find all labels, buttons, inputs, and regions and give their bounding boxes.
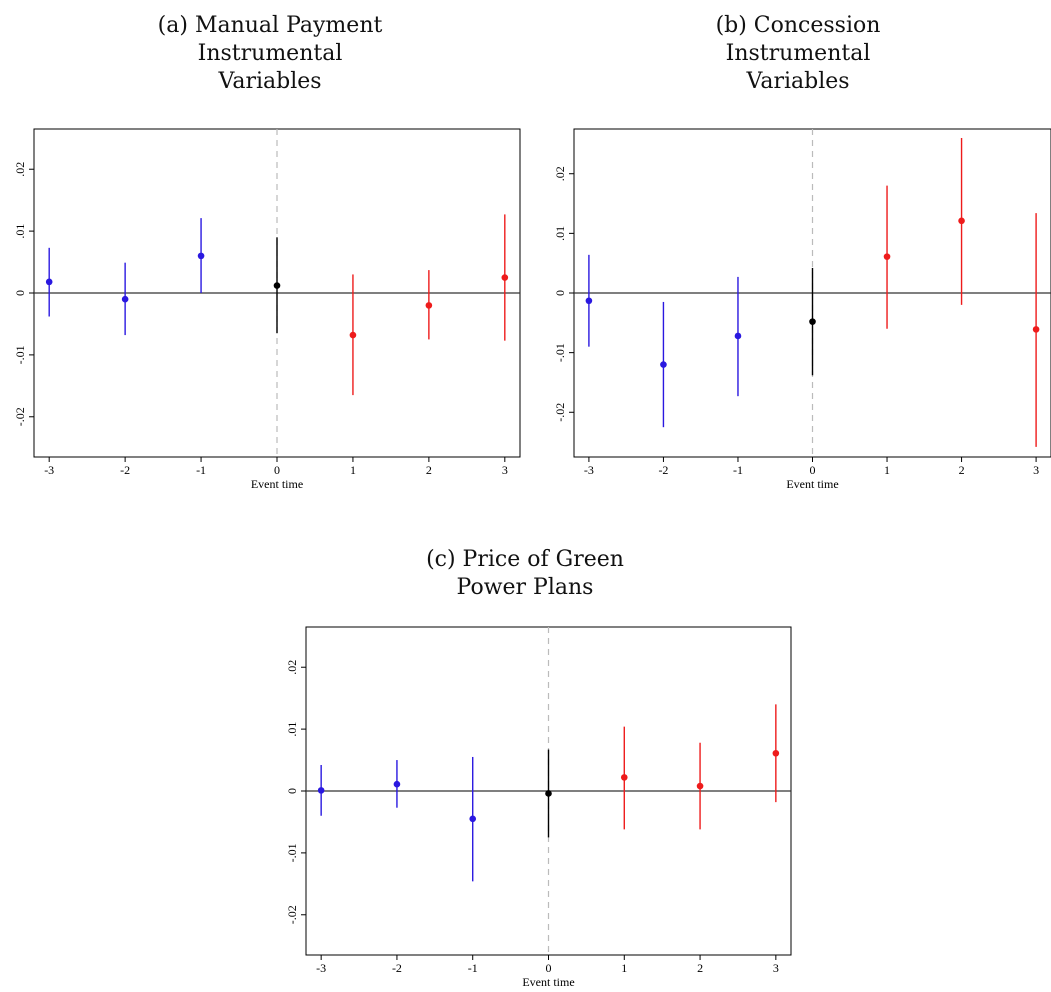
- panel-b-title-line: Instrumental: [725, 41, 871, 66]
- panel-a-title: (a) Manual Payment Instrumental Variable…: [90, 12, 450, 96]
- panel-b-title-line: Variables: [746, 69, 850, 94]
- point-estimate: [197, 252, 205, 260]
- point-estimate: [469, 815, 477, 823]
- x-tick-label: -3: [316, 961, 326, 975]
- x-axis-label: Event time: [251, 477, 303, 491]
- y-tick-label: -.02: [553, 403, 567, 422]
- y-tick-label: 0: [13, 290, 27, 296]
- x-tick-label: 1: [884, 463, 890, 477]
- y-tick-label: -.01: [553, 343, 567, 362]
- panel-a-title-line: (a) Manual Payment: [157, 13, 383, 38]
- point-estimate: [809, 318, 816, 325]
- panel-a-title-line: Variables: [218, 69, 322, 94]
- x-tick-label: 0: [546, 961, 552, 975]
- point-estimate: [772, 749, 780, 757]
- panel-c-title-line: (c) Price of Green: [426, 547, 624, 572]
- x-tick-label: -3: [44, 463, 54, 477]
- panel-c-title: (c) Price of Green Power Plans: [345, 546, 705, 602]
- point-estimate: [734, 332, 742, 340]
- point-estimate: [501, 274, 509, 281]
- point-estimate: [696, 782, 704, 790]
- y-tick-label: -.02: [13, 407, 27, 426]
- point-estimate: [660, 361, 667, 368]
- y-tick-label: 0: [553, 290, 567, 296]
- panel-b-title: (b) Concession Instrumental Variables: [618, 12, 978, 96]
- y-tick-label: .01: [285, 722, 299, 737]
- y-tick-label: .02: [285, 660, 299, 675]
- x-axis-label: Event time: [786, 477, 838, 491]
- x-tick-label: -2: [392, 961, 402, 975]
- x-tick-label: 2: [426, 463, 432, 477]
- y-tick-label: .01: [553, 226, 567, 241]
- x-tick-label: -2: [120, 463, 130, 477]
- y-tick-label: 0: [285, 788, 299, 794]
- x-tick-label: -2: [658, 463, 668, 477]
- x-tick-label: -3: [584, 463, 594, 477]
- point-estimate: [545, 790, 552, 797]
- x-tick-label: -1: [733, 463, 743, 477]
- x-tick-label: 2: [959, 463, 965, 477]
- point-estimate: [273, 282, 281, 289]
- point-estimate: [1032, 326, 1040, 333]
- x-tick-label: 1: [350, 463, 356, 477]
- point-estimate: [958, 217, 965, 225]
- y-tick-label: .01: [13, 224, 27, 239]
- point-estimate: [349, 331, 357, 339]
- y-tick-label: -.01: [285, 843, 299, 862]
- x-tick-label: 0: [810, 463, 816, 477]
- panel-a-title-line: Instrumental: [197, 41, 343, 66]
- y-tick-label: -.02: [285, 905, 299, 924]
- y-tick-label: .02: [13, 162, 27, 177]
- x-tick-label: -1: [196, 463, 206, 477]
- point-estimate: [45, 278, 53, 286]
- y-tick-label: .02: [553, 166, 567, 181]
- x-tick-label: 3: [1033, 463, 1039, 477]
- point-estimate: [883, 253, 891, 260]
- point-estimate: [121, 295, 129, 303]
- panel-b-title-line: (b) Concession: [715, 13, 881, 38]
- y-tick-label: -.01: [13, 345, 27, 364]
- x-tick-label: 2: [697, 961, 703, 975]
- point-estimate: [425, 302, 433, 309]
- x-axis-label: Event time: [522, 975, 574, 989]
- x-tick-label: 3: [502, 463, 508, 477]
- point-estimate: [317, 787, 325, 794]
- x-tick-label: 1: [621, 961, 627, 975]
- x-tick-label: 3: [773, 961, 779, 975]
- x-tick-label: -1: [468, 961, 478, 975]
- panel-c-title-line: Power Plans: [456, 575, 594, 600]
- point-estimate: [393, 780, 401, 788]
- x-tick-label: 0: [274, 463, 280, 477]
- point-estimate: [585, 297, 593, 305]
- point-estimate: [620, 774, 628, 781]
